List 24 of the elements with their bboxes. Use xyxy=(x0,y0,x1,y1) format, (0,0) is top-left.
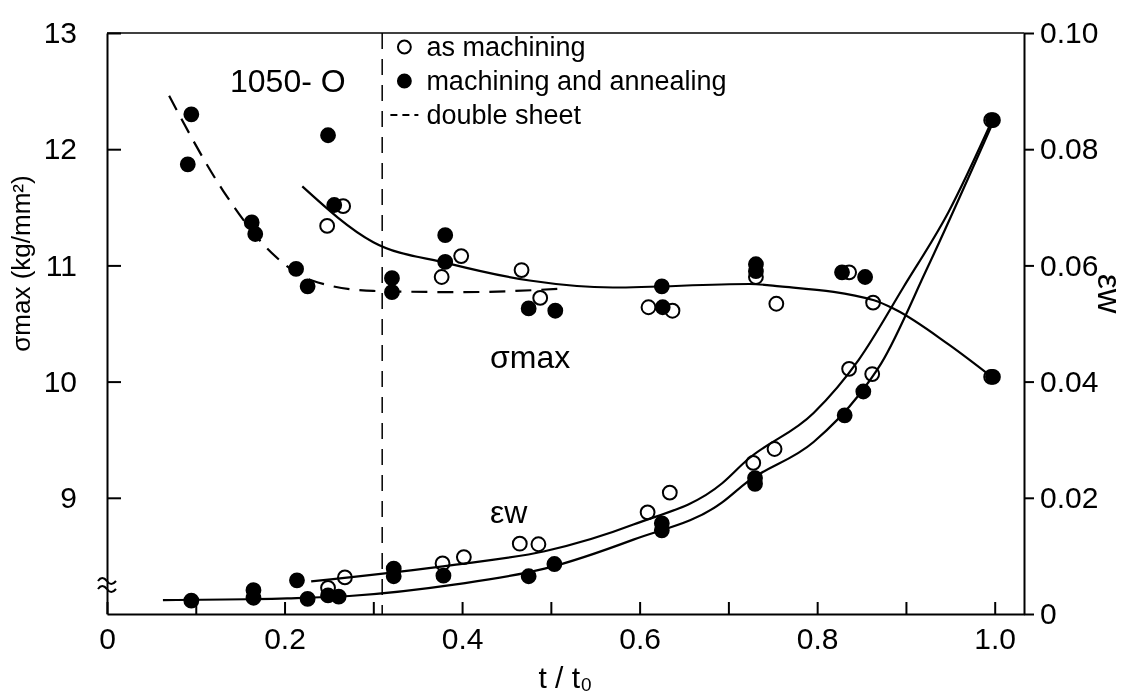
y2-tick-label: 0.10 xyxy=(1040,16,1099,50)
y2-tick-label: 0.08 xyxy=(1040,132,1099,166)
x-tick-label: 1.0 xyxy=(974,622,1017,656)
annotation: σmax xyxy=(490,339,571,375)
y-tick-label: 13 xyxy=(43,16,77,50)
x-axis-title: t / t₀ xyxy=(538,661,593,694)
annotation: 1050- O xyxy=(230,63,346,99)
x-tick-label: 0.6 xyxy=(619,622,661,656)
y-tick-label: 11 xyxy=(45,248,77,282)
y2-tick-label: 0 xyxy=(1040,597,1057,631)
x-tick-label: 0.8 xyxy=(796,622,839,656)
legend-label: as machining xyxy=(426,32,586,62)
legend-label: machining and annealing xyxy=(426,66,727,96)
y2-tick-label: 0.02 xyxy=(1040,480,1099,514)
y-tick-label: 10 xyxy=(43,364,77,398)
y-tick-label: 12 xyxy=(43,132,77,166)
y-axis-title: σmax (kg/mm²) xyxy=(6,175,36,352)
legend-label: double sheet xyxy=(426,100,582,130)
y-tick-label: 9 xyxy=(60,480,77,514)
x-tick-label: 0.2 xyxy=(264,622,306,656)
annotation: εw xyxy=(490,494,529,530)
x-tick-label: 0.4 xyxy=(441,622,484,656)
y2-tick-label: 0.04 xyxy=(1040,364,1099,398)
x-tick-label: 0 xyxy=(99,622,116,656)
